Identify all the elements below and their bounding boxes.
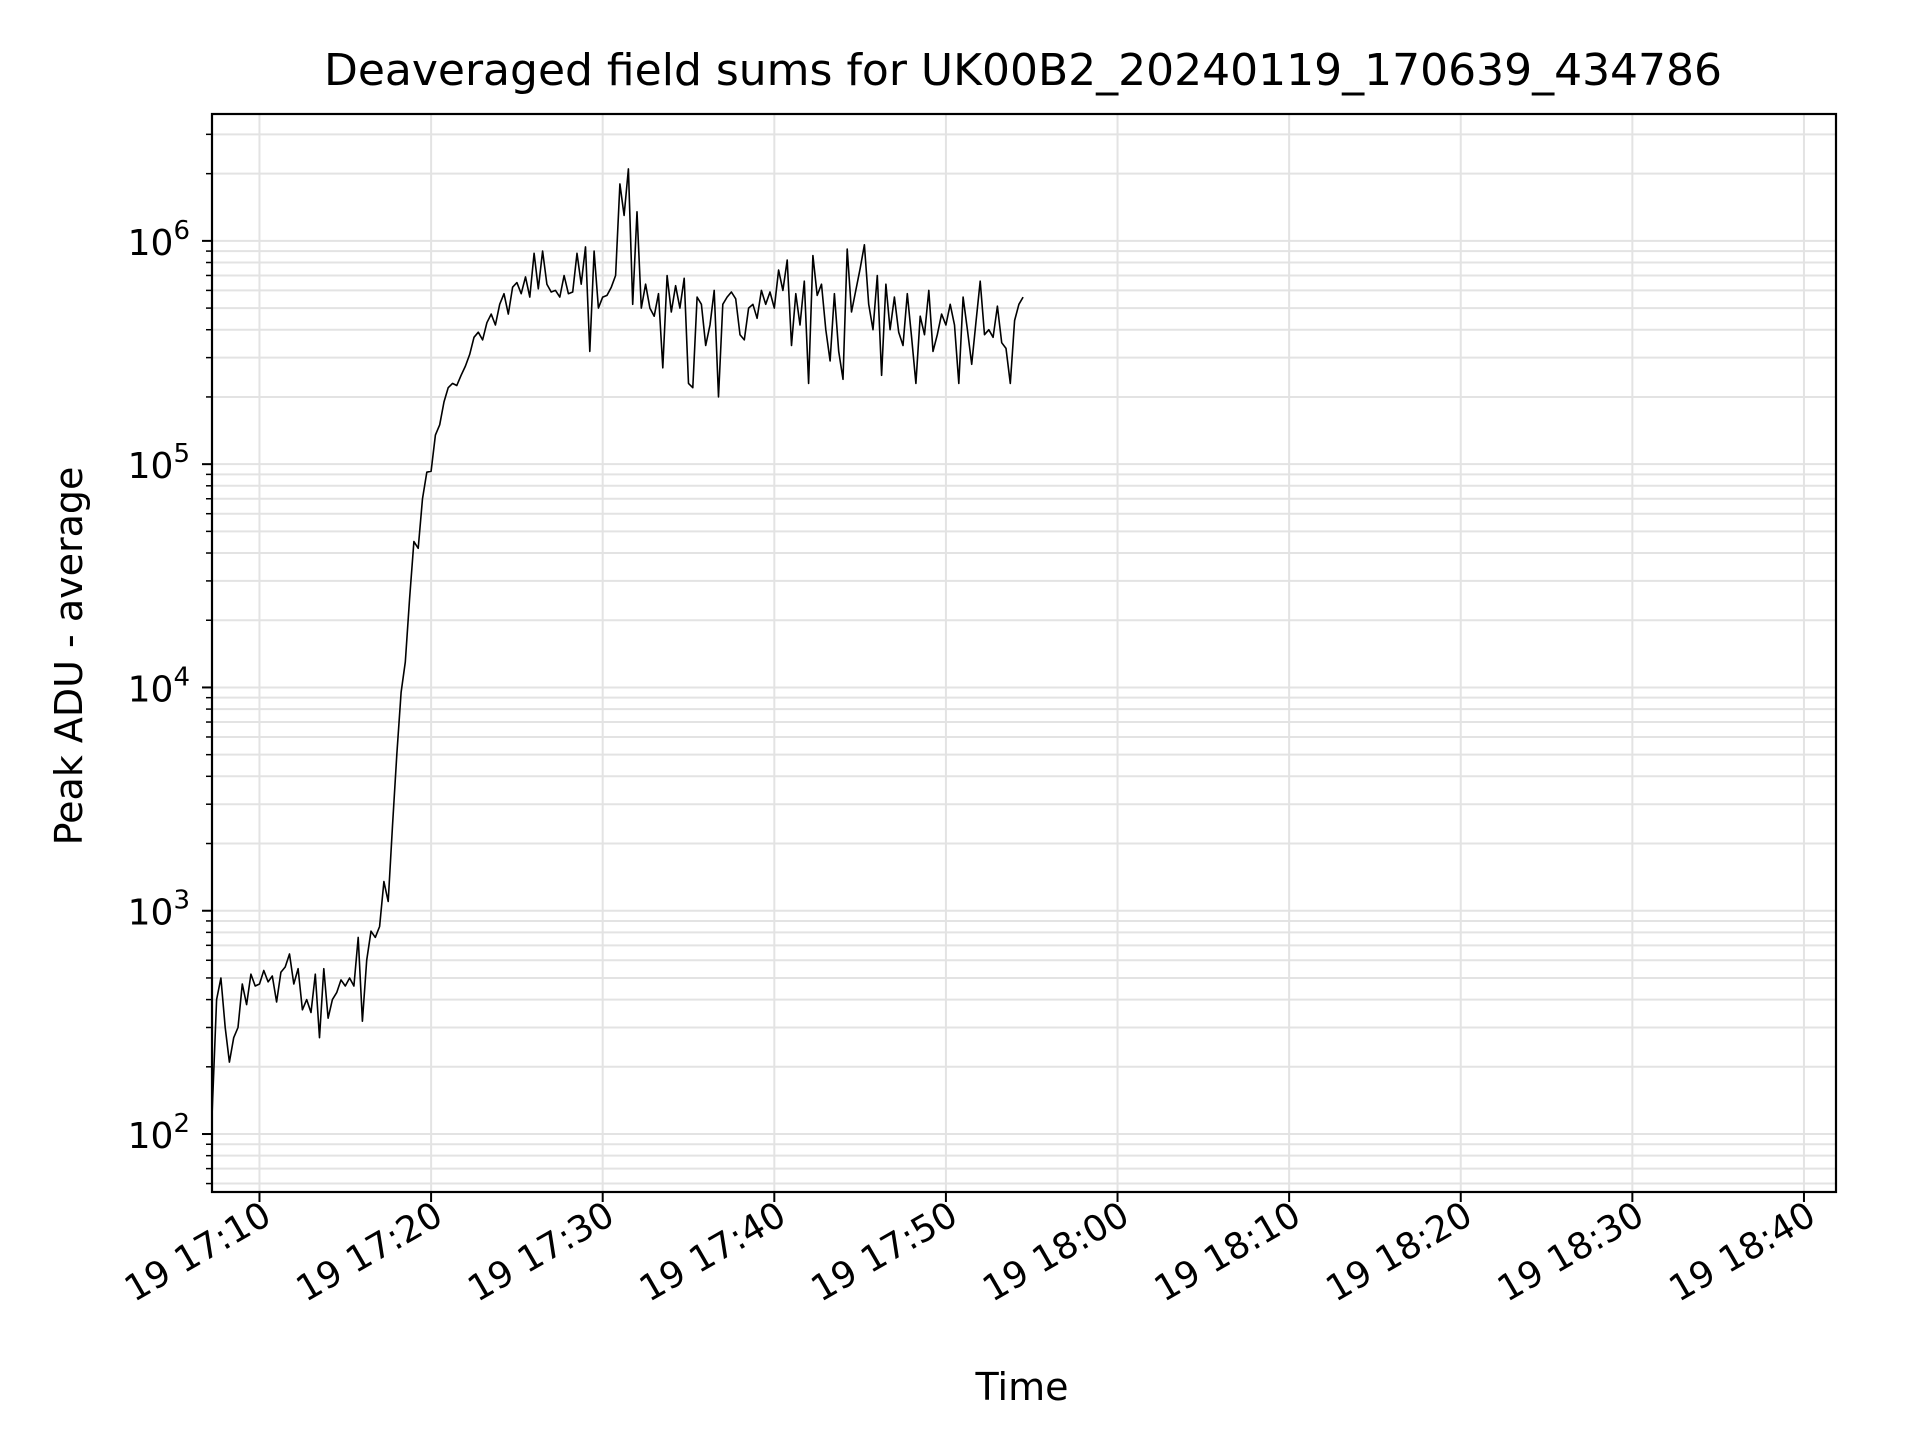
y-tick-label: 104: [128, 662, 190, 710]
series-line: [211, 168, 1024, 1117]
y-tick-label: 103: [128, 886, 190, 934]
chart-title: Deaveraged field sums for UK00B2_2024011…: [324, 45, 1722, 96]
y-axis-label: Peak ADU - average: [47, 467, 91, 846]
plot-area: [211, 168, 1024, 1117]
y-tick-label: 102: [128, 1109, 190, 1157]
grid: [212, 114, 1836, 1192]
y-axis: 102 103 104 105 106: [128, 133, 212, 1185]
plot-frame: [210, 112, 1838, 1194]
x-axis-label: Time: [975, 1365, 1069, 1409]
y-tick-label: 105: [128, 439, 190, 487]
y-tick-label: 106: [128, 216, 190, 264]
